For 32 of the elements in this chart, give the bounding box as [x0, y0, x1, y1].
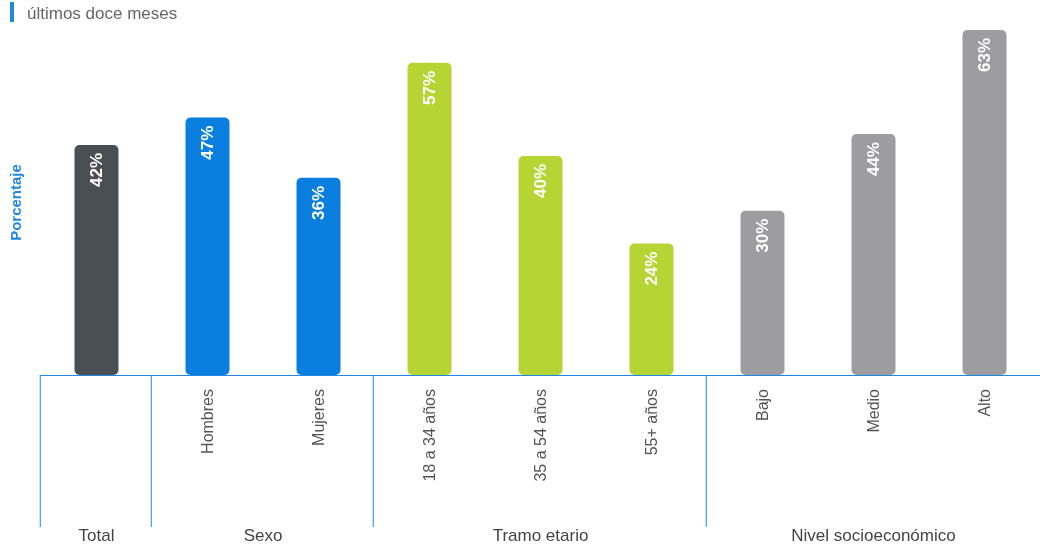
x-tick-label: Alto [976, 388, 993, 417]
bar [407, 62, 452, 375]
data-label: 24% [642, 251, 661, 286]
x-tick-label: Bajo [754, 388, 771, 422]
data-label: 40% [531, 163, 550, 198]
x-tick-label: Mujeres [310, 389, 327, 446]
x-tick-label: 55+ años [643, 389, 660, 456]
data-label: 30% [753, 218, 772, 253]
x-tick-label: 35 a 54 años [532, 389, 549, 482]
x-tick-label: Hombres [199, 389, 216, 454]
text: Nivel socioeconómico [791, 525, 956, 545]
bar [74, 145, 119, 375]
data-label: 36% [309, 185, 328, 220]
data-label: 44% [864, 142, 883, 177]
y-axis-title: Porcentaje [7, 164, 24, 241]
x-tick-label: Medio [865, 388, 882, 433]
data-label: 57% [420, 70, 439, 105]
x-tick-label: 18 a 34 años [421, 389, 438, 482]
data-label: 42% [87, 153, 106, 188]
bar [185, 117, 230, 375]
bar [518, 155, 563, 375]
chart-title: últimos doce meses [27, 4, 178, 23]
bar [740, 210, 785, 375]
bar [851, 134, 896, 375]
text: Tramo etario [492, 525, 589, 545]
bar [962, 30, 1007, 375]
text: Total [78, 525, 115, 545]
text: Sexo [243, 525, 283, 545]
bar [629, 243, 674, 375]
bar [296, 177, 341, 375]
data-label: 47% [198, 125, 217, 160]
data-label: 63% [975, 38, 994, 73]
